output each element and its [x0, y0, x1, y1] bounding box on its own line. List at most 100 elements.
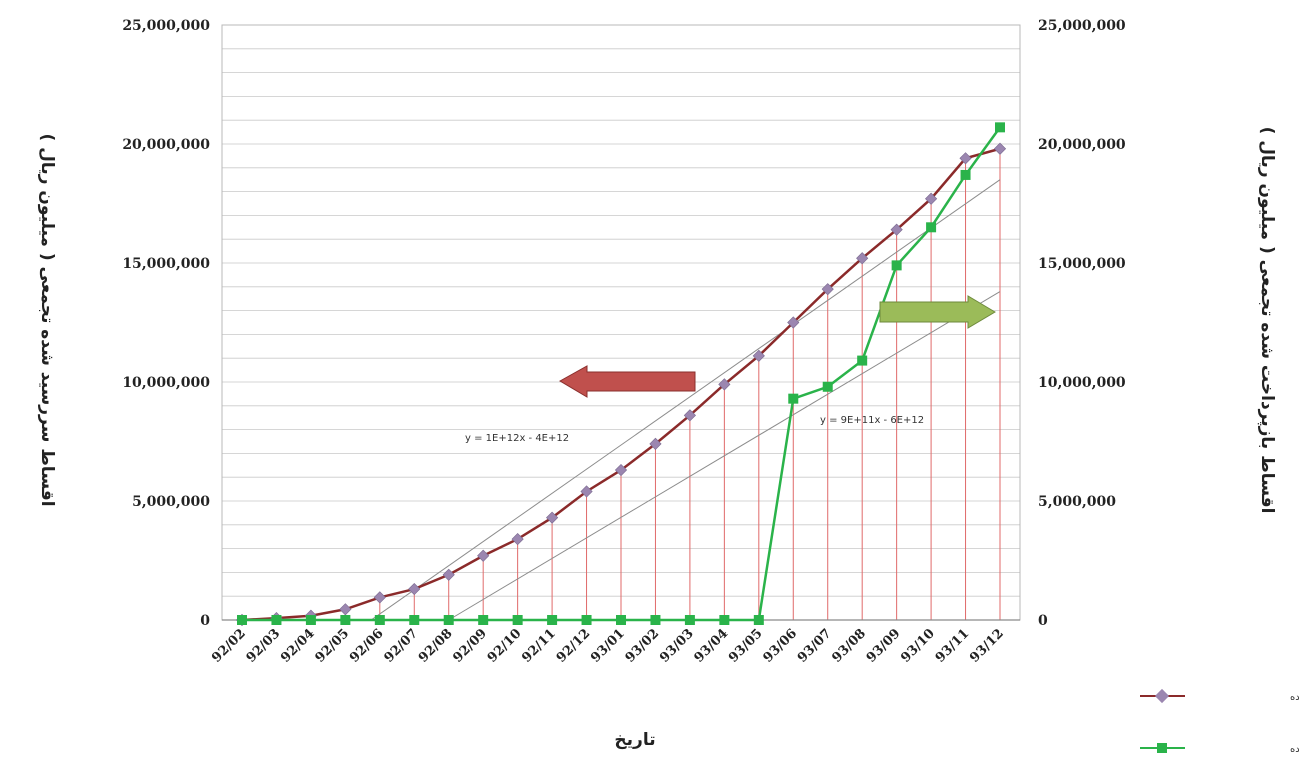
data-point	[237, 615, 247, 625]
arrows	[558, 295, 996, 398]
x-tick-label: 93/12	[967, 626, 1007, 666]
y-tick-label-right: 15,000,000	[1038, 256, 1126, 272]
y-tick-label-left: 10,000,000	[122, 375, 210, 391]
x-tick-label: 92/10	[485, 626, 525, 666]
data-point	[857, 355, 868, 366]
x-ticks: 92/0292/0392/0492/0592/0692/0792/0892/09…	[209, 626, 1007, 666]
data-point	[478, 615, 489, 625]
left-axis-arrow	[558, 365, 696, 398]
y-tick-label-right: 25,000,000	[1038, 18, 1126, 34]
y-ticks-left: 0 5,000,000 10,000,000 15,000,000 20,000,000…	[122, 18, 210, 629]
x-tick-label: 92/02	[209, 626, 249, 666]
legend-item-due: اقساط سررسید شده	[1140, 688, 1299, 704]
data-point	[442, 568, 455, 581]
data-point	[753, 615, 764, 625]
data-point	[409, 615, 420, 625]
data-point	[752, 349, 765, 362]
legend-item-repaid: اقساط بازپرداخت شده	[1140, 743, 1299, 755]
y-tick-label-left: 5,000,000	[132, 494, 210, 510]
data-point	[511, 532, 524, 546]
data-point	[546, 511, 559, 524]
data-point	[684, 615, 695, 625]
x-tick-label: 92/11	[519, 626, 559, 666]
data-point	[547, 615, 558, 625]
x-tick-label: 93/03	[657, 626, 697, 666]
data-point	[856, 252, 869, 265]
svg-text:اقساط بازپرداخت شده: اقساط بازپرداخت شده	[1290, 744, 1299, 755]
x-tick-label: 92/08	[416, 626, 456, 666]
x-tick-label: 92/09	[450, 626, 490, 666]
x-tick-label: 92/12	[554, 626, 594, 666]
x-tick-label: 92/03	[244, 626, 284, 666]
trendline	[448, 291, 1001, 621]
data-point	[271, 615, 282, 625]
x-axis-title: تاریخ	[614, 730, 655, 750]
data-point	[616, 615, 626, 625]
data-point	[821, 283, 834, 296]
svg-text:اقساط سررسید شده: اقساط سررسید شده	[1290, 692, 1299, 703]
x-tick-label: 93/05	[726, 626, 766, 666]
right-axis-arrow	[879, 295, 996, 329]
trendline	[370, 179, 1001, 621]
y-tick-label-left: 0	[200, 613, 210, 629]
x-tick-label: 92/07	[382, 626, 422, 666]
data-point	[891, 260, 902, 271]
data-point	[443, 615, 454, 625]
data-point	[512, 615, 523, 625]
x-tick-label: 93/11	[933, 626, 973, 666]
y-tick-label-right: 20,000,000	[1038, 137, 1126, 153]
x-tick-label: 92/05	[313, 626, 353, 666]
data-point	[925, 192, 938, 205]
data-point	[580, 485, 593, 498]
y-tick-label-left: 20,000,000	[122, 137, 210, 153]
data-point	[890, 223, 903, 236]
y-tick-label-right: 10,000,000	[1038, 375, 1126, 391]
y-tick-label-right: 0	[1038, 613, 1048, 629]
data-point	[995, 122, 1005, 133]
data-point	[650, 615, 661, 625]
data-point	[959, 152, 972, 165]
data-point	[993, 142, 1007, 155]
data-point	[340, 615, 351, 625]
data-point	[649, 437, 662, 450]
data-point	[408, 582, 421, 596]
x-tick-label: 93/04	[692, 626, 732, 666]
data-point	[926, 222, 937, 233]
y-tick-label-left: 25,000,000	[122, 18, 210, 34]
series	[235, 122, 1007, 627]
y-tick-label-left: 15,000,000	[122, 256, 210, 272]
data-point	[822, 381, 833, 392]
data-point	[718, 378, 731, 391]
data-point	[788, 393, 799, 404]
x-tick-label: 93/06	[761, 626, 801, 666]
data-point	[374, 615, 385, 625]
x-tick-label: 93/08	[829, 626, 869, 666]
x-tick-label: 93/02	[623, 626, 663, 666]
trendline-label: y = 9E+11x - 6E+12	[820, 415, 924, 426]
data-point	[581, 615, 592, 625]
data-point	[787, 316, 800, 329]
data-point	[477, 549, 490, 562]
y-ticks-right: 0 5,000,000 10,000,000 15,000,000 20,000,000…	[1038, 18, 1126, 629]
x-tick-label: 93/10	[898, 626, 938, 666]
legend: اقساط سررسید شده اقساط بازپرداخت شده	[1140, 688, 1299, 755]
trendline-label: y = 1E+12x - 4E+12	[465, 433, 569, 444]
data-point	[339, 603, 352, 616]
trendlines: y = 1E+12x - 4E+12 y = 9E+11x - 6E+12	[370, 179, 1001, 621]
x-tick-label: 92/04	[278, 626, 318, 666]
data-point	[305, 615, 316, 625]
x-tick-label: 92/06	[347, 626, 387, 666]
y-axis-title-right: اقساط بازپرداخت شده تجمعی ( میلیون ریال …	[1257, 127, 1277, 514]
x-tick-label: 93/07	[795, 626, 835, 666]
drop-lines	[275, 148, 1001, 620]
data-point	[719, 615, 730, 625]
data-point	[373, 591, 386, 604]
x-tick-label: 93/09	[864, 626, 904, 666]
data-point	[960, 169, 971, 180]
data-point	[683, 409, 696, 422]
y-axis-title-left: اقساط سررسید شده تجمعی ( میلیون ریال )	[37, 133, 57, 506]
data-point	[614, 463, 628, 477]
x-tick-label: 93/01	[588, 626, 628, 666]
